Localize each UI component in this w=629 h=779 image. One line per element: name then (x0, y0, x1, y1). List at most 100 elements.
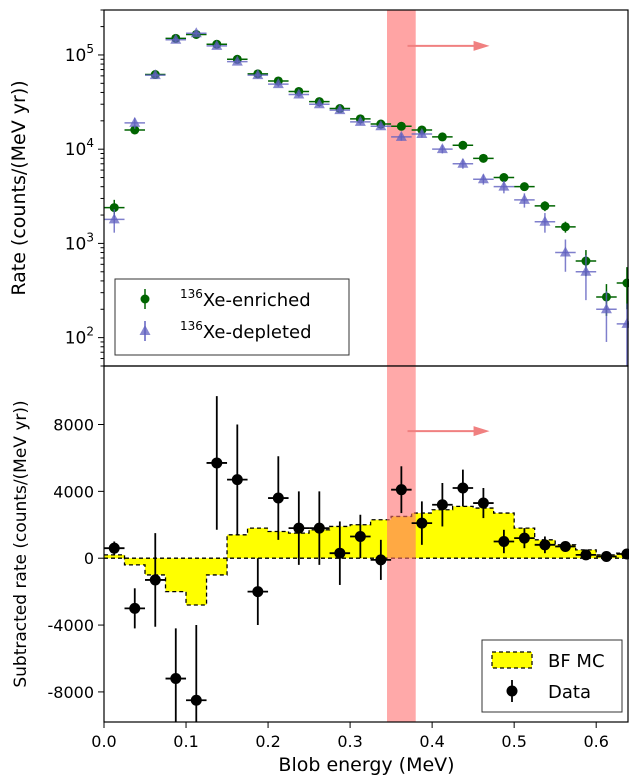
legend-label: Data (548, 682, 591, 703)
top-ytick-label: 104 (65, 136, 94, 160)
bottom-arrow (407, 426, 490, 437)
top-ytick-label: 103 (65, 230, 94, 254)
enriched-point-16 (432, 132, 453, 142)
legend-marker (140, 294, 150, 304)
marker-circle (499, 173, 509, 183)
marker-circle (354, 530, 366, 542)
legend-entry-1: 136Xe-depleted (139, 319, 312, 343)
depleted-point-13 (370, 120, 392, 131)
marker-triangle (252, 69, 264, 80)
x-axis-label: Blob energy (MeV) (278, 754, 454, 776)
marker-triangle (149, 69, 161, 80)
data-point-2 (145, 533, 166, 627)
depleted-point-1 (124, 116, 146, 129)
depleted-point-25 (616, 303, 629, 366)
marker-circle (600, 551, 612, 563)
marker-triangle (190, 27, 202, 38)
marker-circle (559, 541, 571, 553)
depleted-point-9 (288, 88, 310, 99)
marker-triangle (272, 78, 284, 89)
data-point-3 (165, 628, 187, 722)
depleted-point-16 (432, 143, 453, 154)
depleted-point-22 (555, 239, 576, 272)
marker-circle (395, 484, 407, 496)
marker-circle (580, 549, 592, 561)
bottom-ytick-label: -4000 (48, 616, 95, 635)
marker-triangle (170, 33, 182, 44)
legend-patch (491, 651, 533, 669)
xtick-label: 0.6 (583, 732, 608, 751)
enriched-point-19 (493, 173, 515, 183)
marker-triangle (375, 120, 387, 131)
marker-triangle (477, 173, 489, 184)
marker-circle (621, 548, 629, 560)
marker-circle (436, 499, 448, 511)
data-point-25 (616, 548, 629, 560)
data-point-12 (350, 514, 371, 559)
top-ytick-label: 105 (65, 42, 94, 66)
depleted-point-10 (309, 98, 330, 109)
marker-circle (498, 535, 510, 547)
marker-triangle (313, 98, 325, 109)
legend-label: 136Xe-depleted (180, 319, 312, 343)
depleted-point-11 (329, 104, 351, 115)
top-arrow (407, 40, 490, 51)
arrow-head (473, 426, 490, 437)
legend-label: 136Xe-enriched (180, 287, 311, 311)
marker-triangle (436, 143, 448, 154)
marker-triangle (293, 88, 305, 99)
xtick-label: 0.1 (173, 732, 198, 751)
marker-triangle (518, 193, 530, 204)
xtick-label: 0.0 (91, 732, 116, 751)
marker-triangle (334, 104, 346, 115)
marker-triangle (211, 39, 223, 50)
depleted-point-14 (391, 130, 412, 141)
marker-circle (108, 542, 120, 554)
legend-box (114, 278, 350, 356)
xtick-label: 0.5 (501, 732, 526, 751)
marker-circle (231, 474, 243, 486)
marker-triangle (457, 157, 469, 168)
legend-entry-1: Data (506, 680, 591, 703)
marker-triangle (129, 116, 141, 127)
series-depleted (104, 27, 629, 366)
top-y-axis-label: Rate (counts/(MeV yr)) (8, 80, 30, 295)
enriched-point-20 (514, 182, 535, 192)
marker-circle (293, 522, 305, 534)
marker-circle (190, 694, 202, 706)
marker-triangle (559, 246, 571, 257)
bf-mc-histogram (104, 505, 629, 606)
enriched-point-18 (473, 153, 494, 163)
marker-circle (396, 121, 406, 131)
depleted-point-15 (411, 127, 433, 138)
depleted-point-21 (534, 213, 556, 233)
data-point-21 (534, 536, 556, 554)
depleted-point-20 (514, 193, 535, 208)
data-point-17 (452, 469, 474, 507)
bottom-ytick-label: -8000 (48, 683, 95, 702)
bottom-axes-frame (103, 365, 629, 723)
data-point-7 (247, 558, 269, 626)
data-point-20 (514, 528, 535, 549)
enriched-point-14 (391, 121, 412, 131)
depleted-point-19 (493, 180, 515, 194)
legend-entry-0: 136Xe-enriched (140, 287, 311, 311)
data-point-23 (575, 549, 597, 561)
bottom-y-axis-label: Subtracted rate (counts/(MeV yr)) (11, 400, 31, 687)
marker-triangle (231, 55, 243, 66)
data-point-9 (288, 491, 310, 565)
depleted-point-8 (268, 78, 289, 89)
data-point-15 (411, 501, 433, 545)
bottom-band-rect (387, 366, 416, 722)
data-point-11 (329, 521, 351, 585)
depleted-point-17 (452, 157, 474, 169)
marker-circle (375, 554, 387, 566)
bottom-legend: BF MC Data (481, 639, 623, 713)
marker-circle (540, 201, 550, 211)
enriched-point-25 (616, 267, 629, 310)
enriched-point-1 (124, 125, 146, 135)
marker-triangle (354, 115, 366, 126)
data-point-24 (596, 551, 617, 563)
enriched-point-21 (534, 201, 556, 212)
bottom-signal-band (387, 366, 416, 722)
